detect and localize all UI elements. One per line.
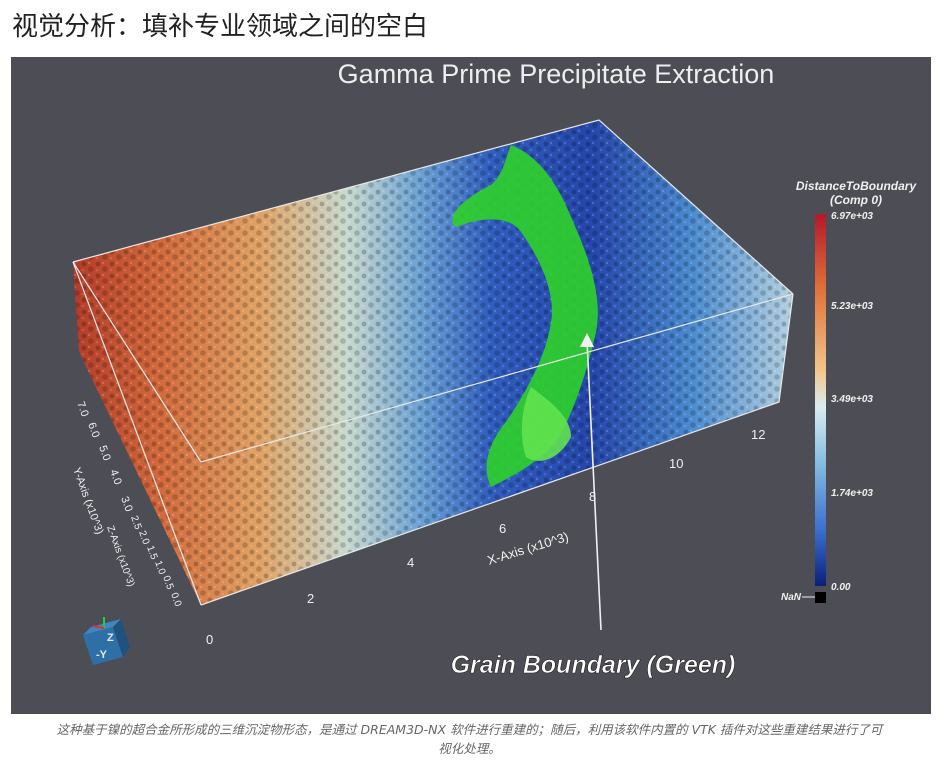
colorbar: DistanceToBoundary (Comp 0) 6.97e+03 5.2… — [781, 179, 917, 603]
z-tick-2.0: 2.0 — [136, 529, 151, 546]
colorbar-title: DistanceToBoundary — [796, 179, 918, 193]
y-tick-7.0: 7.0 — [74, 400, 91, 418]
colorbar-label-min: 0.00 — [831, 582, 851, 593]
colorbar-subtitle: (Comp 0) — [830, 193, 882, 207]
y-axis-label: Y-Axis (x10^3) — [70, 466, 105, 536]
colorbar-label-max: 6.97e+03 — [831, 211, 873, 222]
page-heading: 视觉分析：填补专业领域之间的空白 — [12, 12, 429, 42]
y-tick-6.0: 6.0 — [85, 421, 102, 439]
grain-boundary-annotation: Grain Boundary (Green) — [451, 651, 736, 679]
caption-line-1: 这种基于镍的超合金所形成的三维沉淀物形态，是通过 DREAM3D-NX 软件进行… — [56, 722, 883, 737]
grain-boundary-sheet — [452, 145, 598, 487]
render-svg: Gamma Prime Precipitate Extraction Grain… — [70, 59, 917, 679]
colorbar-label-3: 3.49e+03 — [831, 394, 873, 405]
colorbar-ramp — [815, 214, 826, 586]
volume-texture — [73, 120, 793, 605]
z-tick-1.5: 1.5 — [144, 544, 159, 561]
y-tick-4.0: 4.0 — [107, 468, 124, 486]
orientation-cube: Z -Y — [83, 617, 130, 665]
grain-boundary-surface — [452, 145, 598, 487]
annotation-arrow — [580, 333, 602, 631]
orientation-face-label: -Y — [96, 649, 108, 661]
visualization-figure: Gamma Prime Precipitate Extraction Grain… — [11, 57, 931, 714]
x-tick-8: 8 — [589, 489, 596, 504]
colorbar-label-2: 5.23e+03 — [831, 301, 873, 312]
x-tick-6: 6 — [499, 521, 506, 536]
x-tick-12: 12 — [751, 427, 765, 442]
y-tick-3.0: 3.0 — [118, 495, 135, 513]
bounding-box — [72, 119, 794, 606]
z-tick-1.0: 1.0 — [152, 559, 167, 576]
figure-caption: 这种基于镍的超合金所形成的三维沉淀物形态，是通过 DREAM3D-NX 软件进行… — [0, 720, 939, 758]
z-axis-label: Z-Axis (x10^3) — [104, 524, 136, 588]
caption-line-2: 视化处理。 — [438, 741, 501, 756]
x-tick-2: 2 — [307, 591, 314, 606]
z-tick-0.5: 0.5 — [160, 574, 175, 591]
z-tick-0.0: 0.0 — [168, 591, 183, 608]
grain-boundary-fold — [521, 387, 571, 461]
figure-title: Gamma Prime Precipitate Extraction — [338, 59, 775, 89]
orientation-axis-label: Z — [107, 632, 114, 644]
y-tick-5.0: 5.0 — [96, 444, 113, 462]
precipitate-volume — [73, 120, 793, 605]
x-tick-0: 0 — [206, 632, 213, 647]
x-tick-10: 10 — [669, 456, 683, 471]
x-tick-4: 4 — [407, 555, 414, 570]
z-tick-2.5: 2.5 — [128, 514, 143, 531]
colorbar-nan-label: NaN — [781, 592, 802, 603]
colorbar-nan-swatch — [815, 592, 826, 603]
colorbar-label-4: 1.74e+03 — [831, 488, 873, 499]
